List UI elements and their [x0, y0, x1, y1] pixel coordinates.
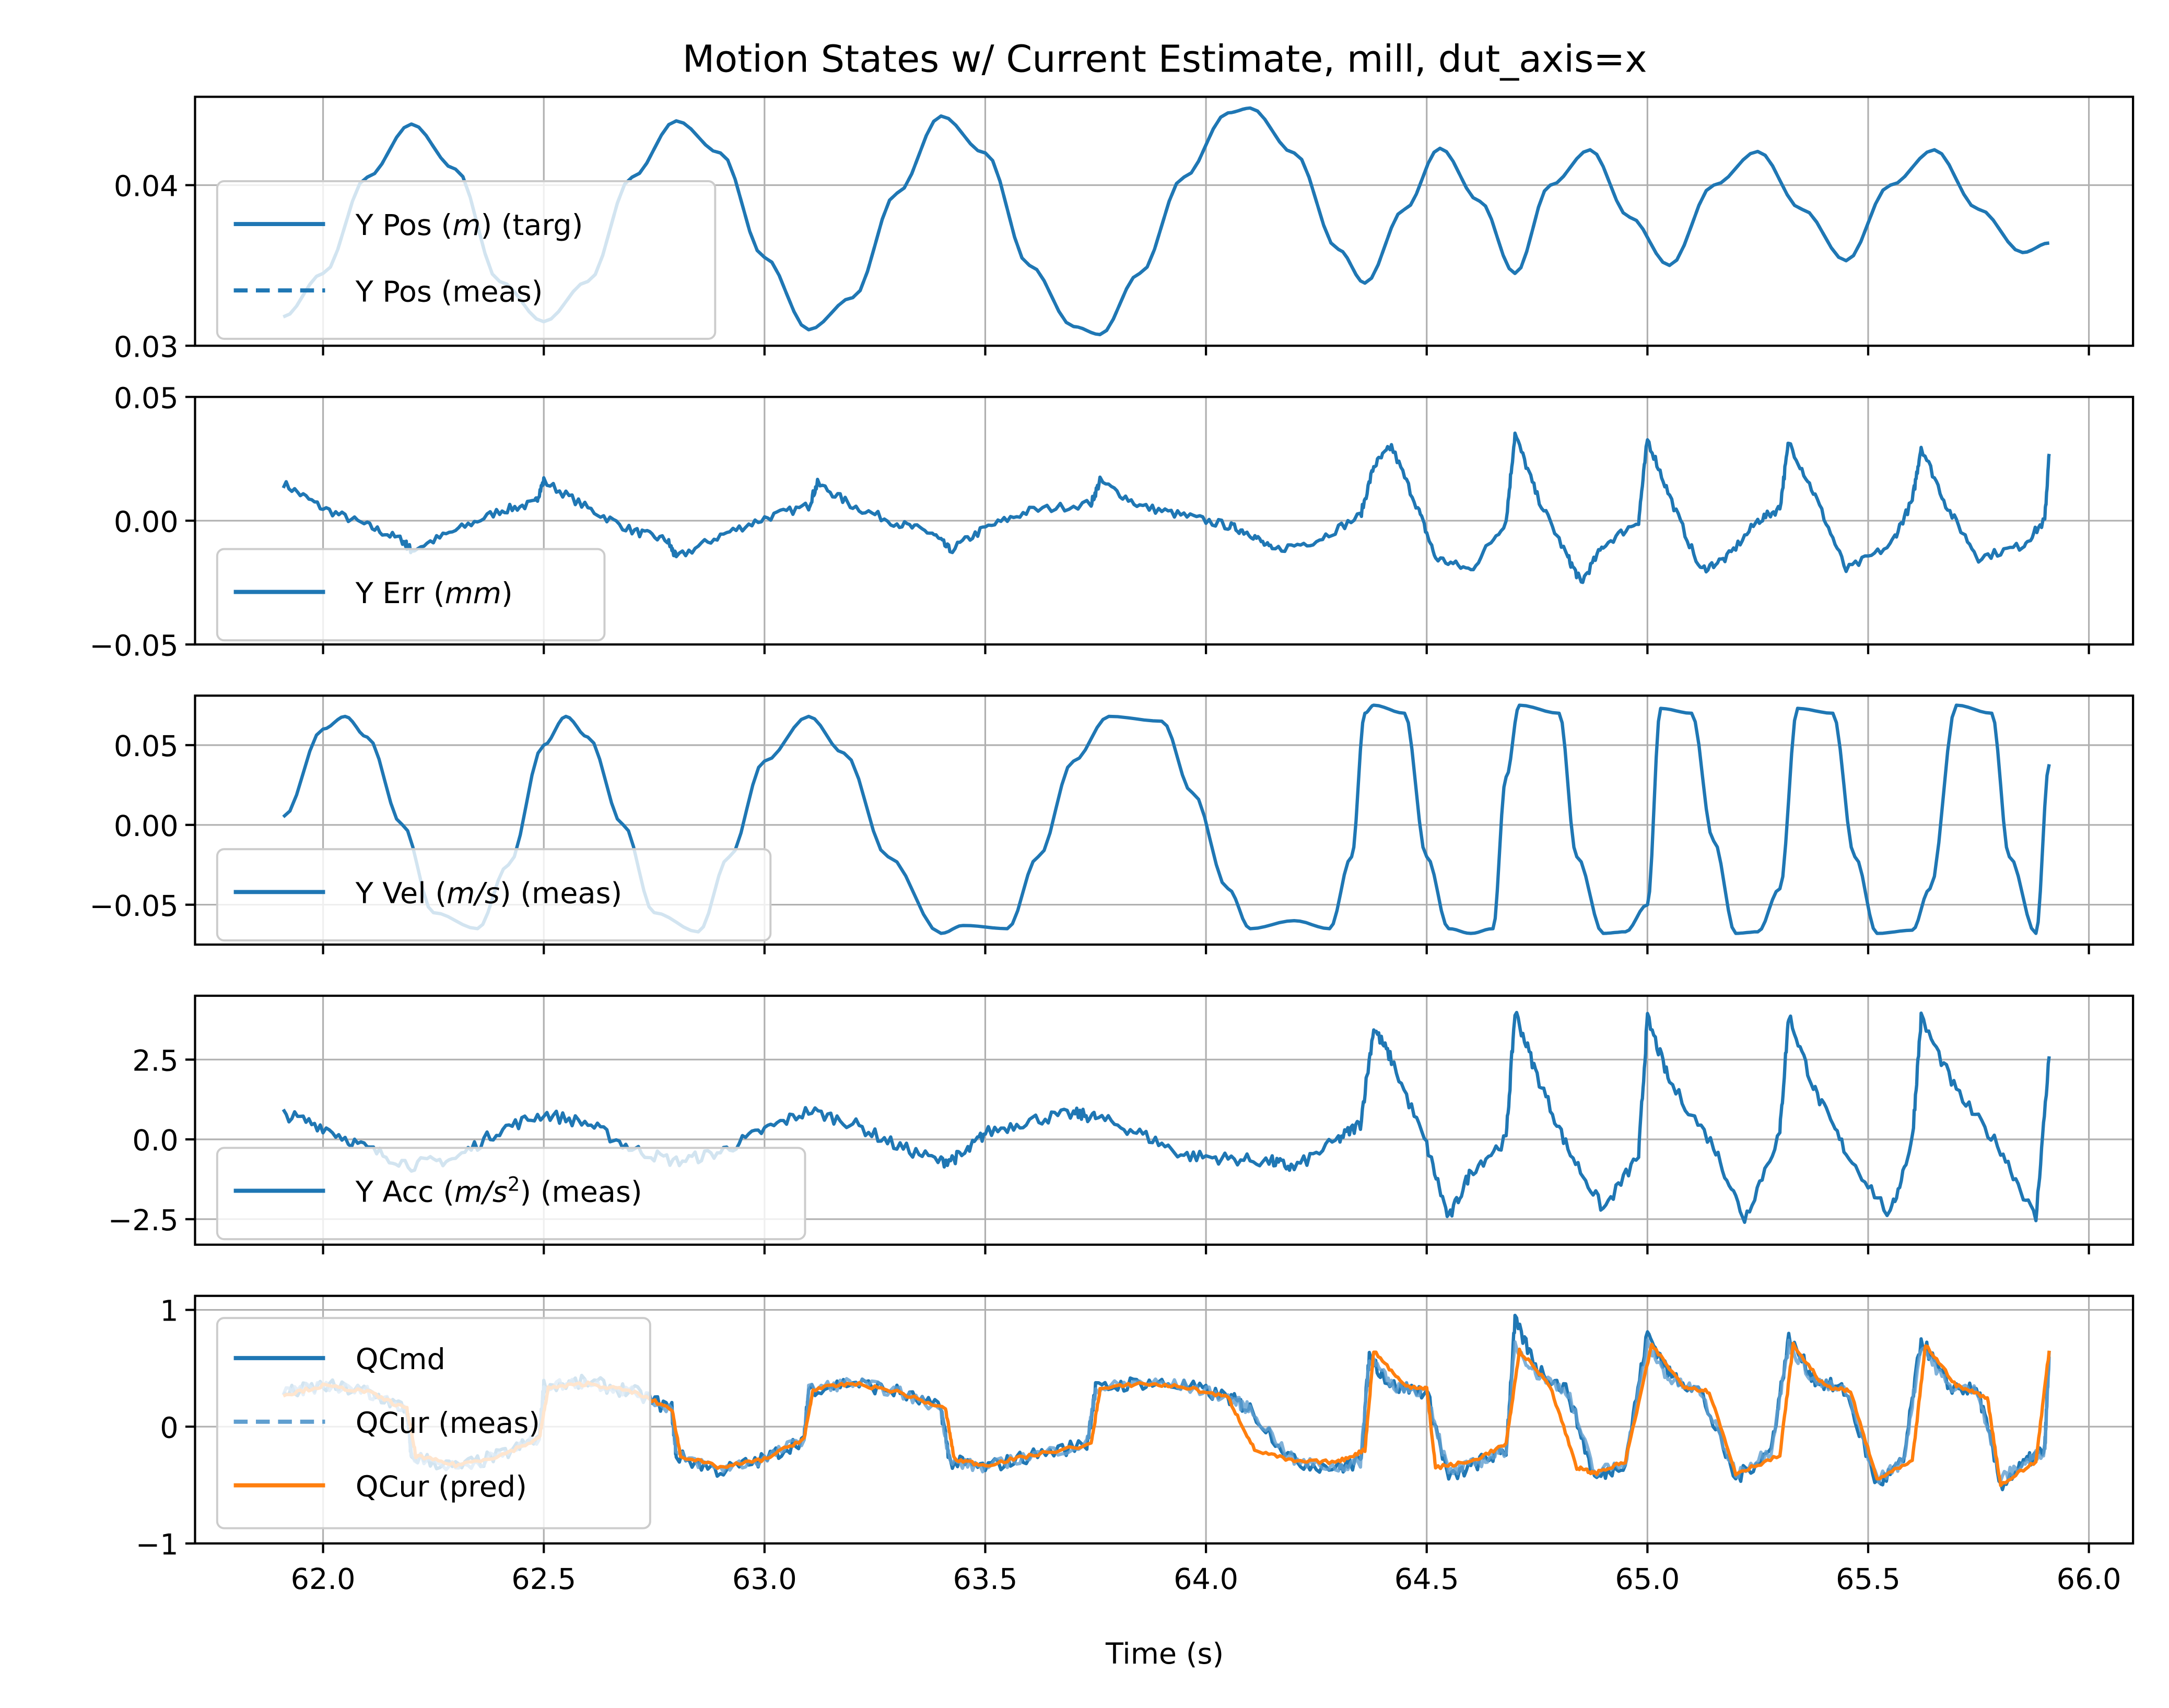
y-tick-label: 0.00: [114, 505, 179, 539]
y-tick-label: 0.04: [114, 170, 179, 204]
panel-2: −0.05 0.00 0.05 Y Err (mm): [89, 381, 2135, 663]
series-line-y-err-mm-: [282, 431, 2051, 584]
y-tick-label: 0.05: [114, 729, 179, 763]
y-tick-label: 2.5: [132, 1044, 178, 1078]
legend-label: Y Pos (m) (targ): [355, 208, 583, 242]
x-tick-label: 65.0: [1615, 1562, 1680, 1596]
legend: Y Pos (m) (targ) Y Pos (meas): [216, 180, 717, 340]
chart-title: Motion States w/ Current Estimate, mill,…: [683, 38, 1647, 81]
legend-label: Y Acc (m/s2) (meas): [355, 1173, 642, 1209]
x-tick-label: 66.0: [2057, 1562, 2121, 1596]
legend-label: Y Err (mm): [355, 576, 513, 610]
legend: Y Vel (m/s) (meas): [216, 848, 772, 942]
legend: QCmd QCur (meas) QCur (pred): [216, 1317, 651, 1529]
axes-frame: [194, 96, 2135, 347]
y-tick-label: −0.05: [89, 629, 178, 663]
series-line-y-vel-m-s-meas-: [282, 703, 2051, 935]
x-tick-label: 63.0: [732, 1562, 797, 1596]
legend-box: [216, 180, 717, 340]
y-tick-label: −0.05: [89, 889, 178, 923]
axes-frame: [194, 694, 2135, 946]
y-tick-label: 0.00: [114, 809, 179, 843]
y-tick-label: 0.0: [132, 1124, 178, 1158]
legend-box: [216, 1147, 806, 1241]
legend-box: [216, 1317, 651, 1529]
series-group: [282, 703, 2051, 935]
y-tick-label: −1: [136, 1528, 179, 1562]
legend-label: QCur (meas): [356, 1406, 540, 1440]
x-tick-label: 65.5: [1836, 1562, 1901, 1596]
y-tick-label: −2.5: [108, 1204, 179, 1238]
axes-frame: [194, 1294, 2135, 1545]
legend: Y Err (mm): [216, 548, 606, 642]
y-tick-label: 1: [160, 1294, 178, 1328]
x-tick-label: 62.5: [511, 1562, 576, 1596]
legend-label: Y Vel (m/s) (meas): [355, 877, 623, 911]
y-tick-label: 0: [160, 1411, 178, 1445]
x-tick-label: 64.5: [1394, 1562, 1459, 1596]
panels: 0.03 0.04 Y Pos (m) (targ) Y Pos (meas) −0.0…: [89, 96, 2135, 1596]
axes-frame: [194, 994, 2135, 1246]
y-tick-label: 0.05: [114, 381, 179, 415]
legend-box: [216, 548, 606, 642]
x-tick-label: 64.0: [1174, 1562, 1238, 1596]
legend-label: Y Pos (meas): [355, 275, 543, 309]
legend-label: QCmd: [356, 1342, 445, 1376]
x-tick-label: 63.5: [953, 1562, 1018, 1596]
panel-5: 62.0 62.5 63.0 63.5 64.0 64.5 65.0 65.5 66.0 −1 0 1…: [136, 1294, 2135, 1596]
panel-1: 0.03 0.04 Y Pos (m) (targ) Y Pos (meas): [114, 96, 2135, 364]
series-group: [282, 431, 2051, 584]
panel-3: −0.05 0.00 0.05 Y Vel (m/s) (meas): [89, 694, 2135, 955]
legend-label: QCur (pred): [356, 1470, 527, 1504]
panel-4: −2.5 0.0 2.5 Y Acc (m/s2) (meas): [108, 994, 2135, 1255]
x-axis-label: Time (s): [1105, 1637, 1224, 1671]
legend: Y Acc (m/s2) (meas): [216, 1147, 806, 1241]
y-tick-label: 0.03: [114, 330, 179, 364]
x-tick-label: 62.0: [291, 1562, 356, 1596]
legend-box: [216, 848, 772, 942]
